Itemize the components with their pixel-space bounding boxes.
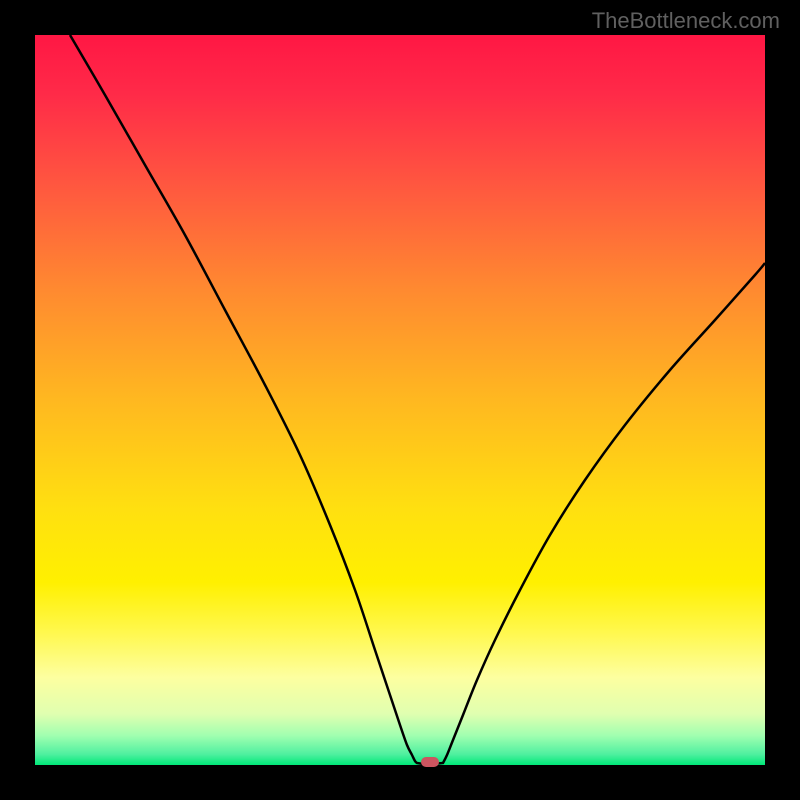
minimum-marker xyxy=(421,757,439,767)
watermark-text: TheBottleneck.com xyxy=(592,8,780,34)
bottleneck-curve xyxy=(35,35,765,765)
plot-area xyxy=(35,35,765,765)
